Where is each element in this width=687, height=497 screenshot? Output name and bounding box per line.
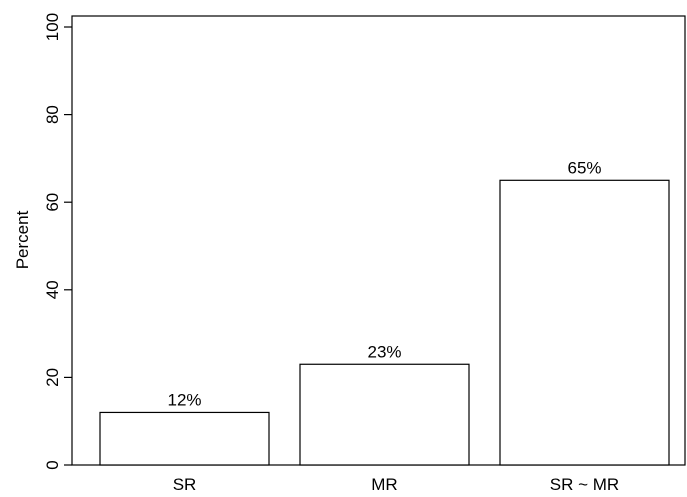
x-category-label-1: SR — [173, 475, 197, 494]
y-tick-label-100: 100 — [43, 13, 62, 41]
x-category-label-2: MR — [371, 475, 397, 494]
bar-3 — [499, 179, 670, 466]
bar-1 — [99, 411, 270, 466]
bar-2 — [299, 363, 470, 466]
y-tick-label-20: 20 — [43, 368, 62, 387]
data-label-1: 12% — [167, 390, 201, 409]
bars: 12% 23% 65% — [99, 158, 670, 466]
y-tick-label-60: 60 — [43, 193, 62, 212]
y-tick-label-40: 40 — [43, 280, 62, 299]
data-label-3: 65% — [567, 158, 601, 177]
y-tick-label-80: 80 — [43, 105, 62, 124]
y-axis-title: Percent — [13, 210, 32, 269]
y-tick-label-0: 0 — [43, 460, 62, 469]
y-axis: 0 20 40 60 80 100 — [43, 13, 72, 470]
data-label-2: 23% — [367, 342, 401, 361]
x-axis: SR MR SR ~ MR — [173, 475, 620, 494]
x-category-label-3: SR ~ MR — [550, 475, 619, 494]
